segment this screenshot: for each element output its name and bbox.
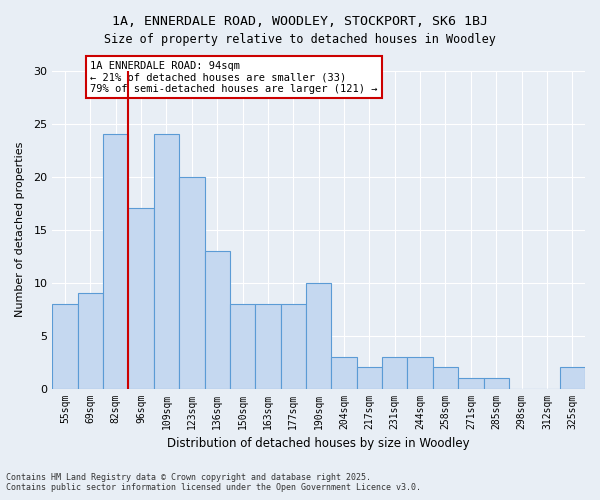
- Bar: [306, 282, 331, 389]
- Bar: [433, 368, 458, 388]
- Bar: [407, 357, 433, 388]
- Bar: [103, 134, 128, 388]
- Bar: [458, 378, 484, 388]
- Bar: [205, 250, 230, 388]
- Text: Size of property relative to detached houses in Woodley: Size of property relative to detached ho…: [104, 32, 496, 46]
- Bar: [382, 357, 407, 388]
- Bar: [154, 134, 179, 388]
- Text: 1A, ENNERDALE ROAD, WOODLEY, STOCKPORT, SK6 1BJ: 1A, ENNERDALE ROAD, WOODLEY, STOCKPORT, …: [112, 15, 488, 28]
- Bar: [230, 304, 255, 388]
- Bar: [560, 368, 585, 388]
- X-axis label: Distribution of detached houses by size in Woodley: Distribution of detached houses by size …: [167, 437, 470, 450]
- Bar: [484, 378, 509, 388]
- Bar: [281, 304, 306, 388]
- Bar: [331, 357, 357, 388]
- Text: 1A ENNERDALE ROAD: 94sqm
← 21% of detached houses are smaller (33)
79% of semi-d: 1A ENNERDALE ROAD: 94sqm ← 21% of detach…: [91, 60, 378, 94]
- Y-axis label: Number of detached properties: Number of detached properties: [15, 142, 25, 317]
- Bar: [357, 368, 382, 388]
- Bar: [52, 304, 77, 388]
- Bar: [77, 293, 103, 388]
- Bar: [179, 176, 205, 388]
- Text: Contains HM Land Registry data © Crown copyright and database right 2025.
Contai: Contains HM Land Registry data © Crown c…: [6, 473, 421, 492]
- Bar: [128, 208, 154, 388]
- Bar: [255, 304, 281, 388]
